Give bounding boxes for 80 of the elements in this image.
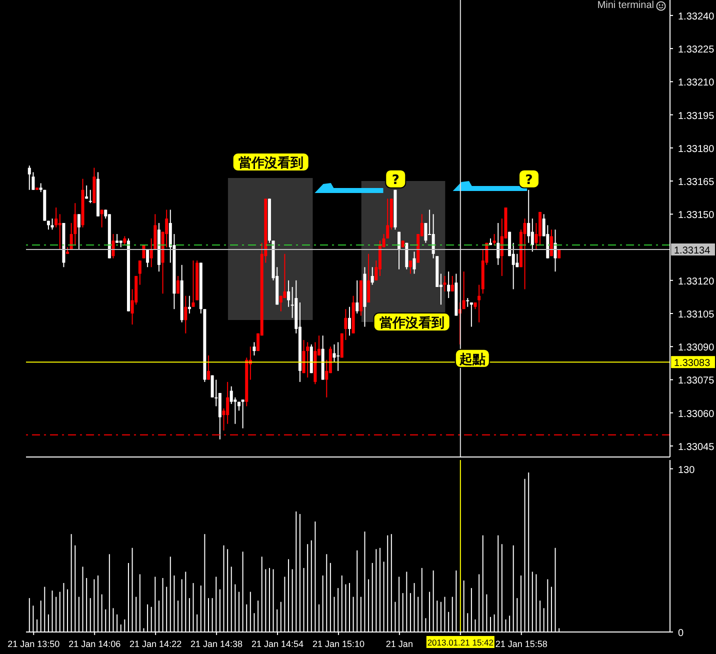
ref-line-label: 1.33083 (674, 358, 711, 370)
x-tick-label: 21 Jan 15:10 (312, 639, 364, 649)
candlestick (412, 251, 416, 274)
candlestick (492, 234, 496, 246)
candlestick (207, 354, 210, 380)
candlestick (306, 342, 310, 378)
candlestick (112, 234, 115, 259)
y-tick-label: 1.33210 (678, 78, 715, 89)
candlestick (386, 198, 390, 239)
x-tick-label: 21 Jan (386, 639, 413, 649)
candlestick (226, 381, 230, 424)
chart-title: Mini terminal (597, 0, 654, 11)
ref-line-label: 2013.01.21 15:42 (427, 638, 494, 648)
x-tick-label: 21 Jan 14:22 (130, 639, 182, 649)
y-tick-label: 1.33075 (678, 376, 715, 387)
candlestick (77, 214, 80, 250)
candlestick (550, 229, 553, 257)
candlestick (138, 260, 142, 286)
candlestick (146, 248, 150, 268)
x-tick-label: 21 Jan 13:50 (8, 639, 60, 649)
y-tick-label: 0 (678, 628, 684, 639)
annotation: 當作沒看到 (238, 155, 304, 171)
candlestick (370, 266, 374, 286)
y-tick-label: 1.33150 (678, 210, 715, 222)
candlestick (478, 284, 481, 323)
y-tick-label: 1.33090 (678, 342, 715, 354)
y-tick-label: 1.33240 (678, 11, 715, 22)
candlestick (398, 231, 401, 270)
candlestick (527, 189, 530, 244)
y-tick-label: 1.33120 (678, 276, 715, 288)
candlestick (523, 218, 526, 290)
candlestick (302, 339, 306, 374)
candlestick (241, 399, 244, 429)
candlestick (462, 271, 466, 310)
y-tick-label: 1.33195 (678, 110, 715, 122)
candlestick (287, 280, 290, 308)
x-tick-label: 21 Jan 14:06 (68, 639, 121, 649)
y-tick-label: 130 (678, 464, 696, 476)
candlestick (58, 214, 62, 250)
candlestick (100, 209, 104, 228)
candlestick (192, 260, 195, 308)
candlestick (450, 275, 454, 292)
candlestick (50, 218, 54, 230)
y-tick-label: 1.33105 (678, 310, 715, 320)
ref-line-label: 1.33134 (674, 245, 711, 256)
y-tick-label: 1.33060 (678, 408, 715, 420)
candlestick (176, 275, 180, 294)
candlestick (466, 298, 470, 308)
candlestick (279, 295, 282, 312)
candlestick (283, 253, 286, 299)
annotation: 起點 (458, 352, 486, 368)
annotation: ? (392, 172, 400, 188)
x-tick-label: 21 Jan 14:38 (190, 639, 243, 649)
candlestick (336, 342, 340, 372)
candlestick (54, 207, 58, 228)
y-tick-label: 1.33165 (678, 177, 715, 188)
candlestick (252, 342, 256, 356)
candlestick (443, 275, 446, 292)
y-tick-label: 1.33045 (678, 442, 715, 453)
y-tick-label: 1.33180 (678, 144, 715, 155)
candlestick (424, 222, 428, 244)
annotation: ? (525, 172, 533, 188)
x-tick-label: 21 Jan 15:58 (495, 639, 548, 649)
annotation: 當作沒看到 (379, 315, 444, 331)
candlestick (367, 253, 370, 303)
x-tick-label: 21 Jan 14:54 (251, 639, 304, 649)
candlestick (85, 184, 88, 200)
candlestick (496, 222, 500, 266)
candlestick (470, 302, 473, 328)
y-tick-label: 1.33225 (678, 44, 715, 56)
candlestick (88, 189, 92, 204)
candlestick (348, 306, 351, 336)
candlestick (530, 218, 534, 252)
candlestick (184, 295, 188, 334)
candlestick (356, 280, 359, 314)
candlestick (408, 260, 412, 274)
candlestick (28, 165, 31, 190)
candlestick (188, 295, 191, 314)
candlestick (447, 271, 450, 299)
candlestick (74, 202, 77, 246)
